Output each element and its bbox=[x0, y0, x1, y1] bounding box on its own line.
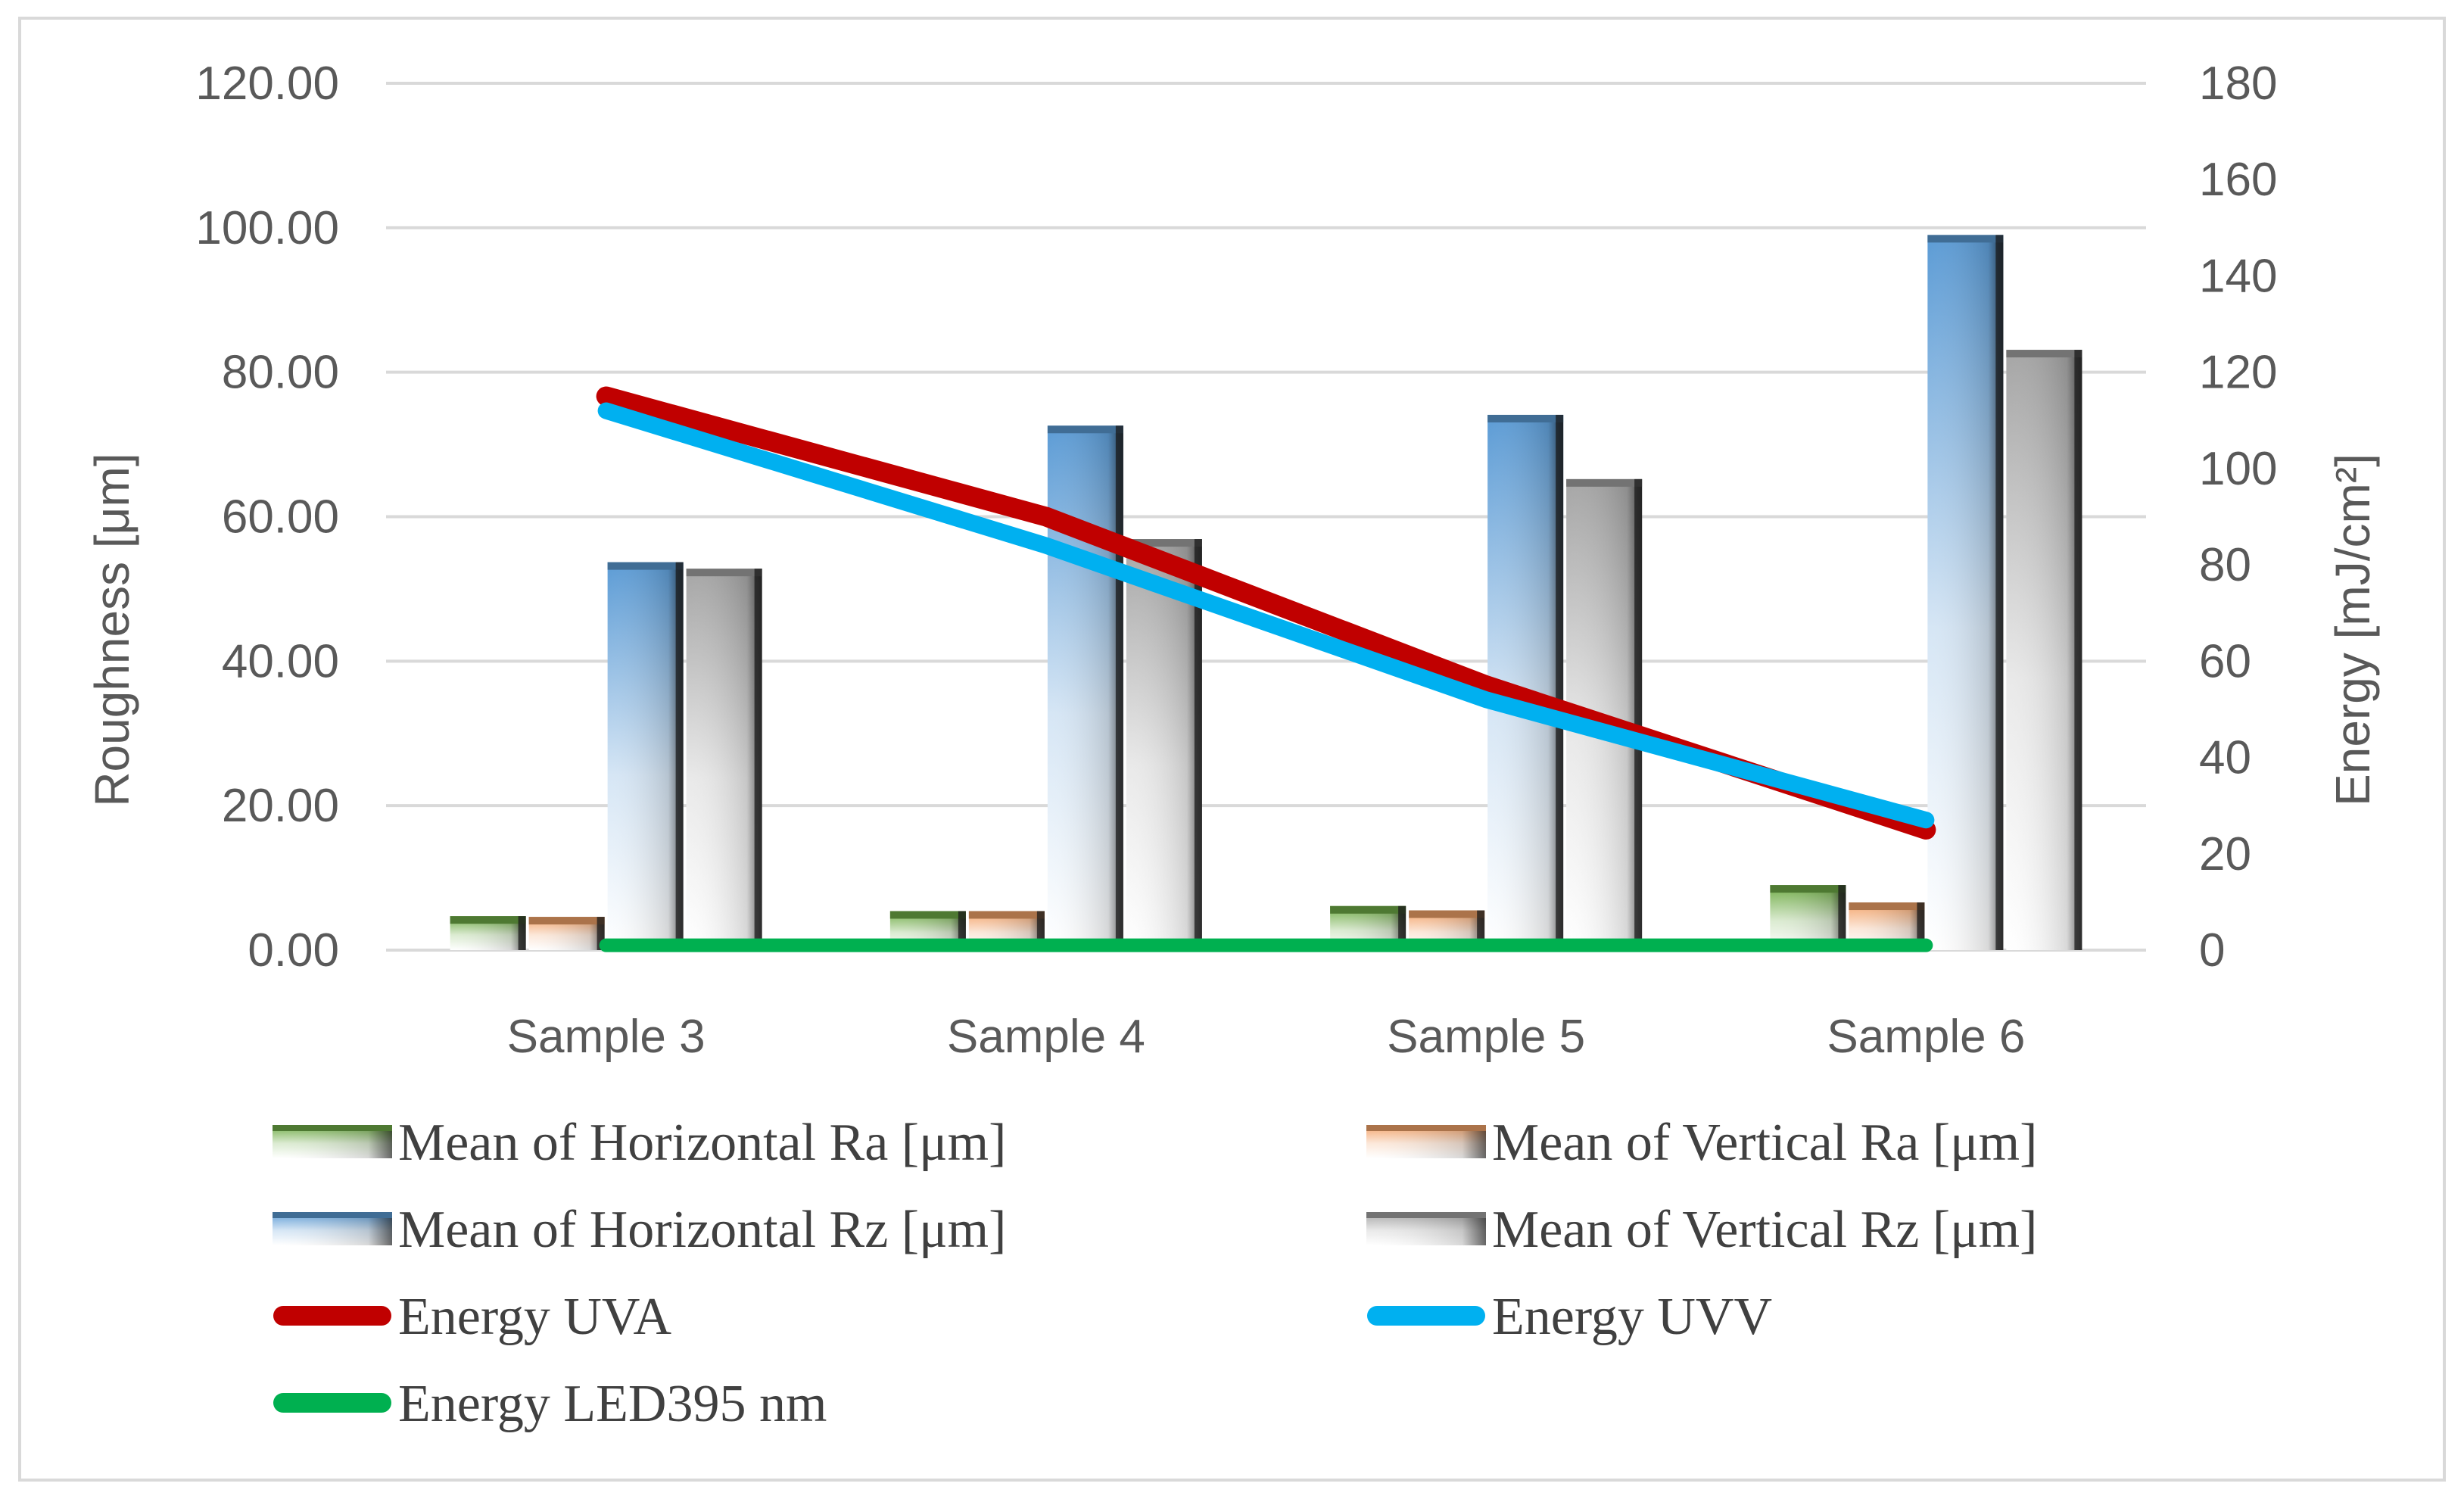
legend-label: Energy LED395 nm bbox=[398, 1375, 827, 1433]
legend-swatch bbox=[1366, 1212, 1486, 1245]
bar bbox=[1047, 425, 1123, 950]
bar-top-edge bbox=[1770, 885, 1846, 893]
legend-item: Energy LED395 nm bbox=[273, 1375, 827, 1433]
bar-top-edge bbox=[1330, 905, 1406, 914]
bar-right-edge bbox=[518, 916, 526, 950]
bar-top-edge bbox=[686, 569, 762, 577]
bar bbox=[1927, 235, 2004, 950]
bar-right-edge bbox=[1477, 910, 1485, 950]
bar-right-edge bbox=[1115, 425, 1123, 950]
legend-label: Mean of Vertical Ra [μm] bbox=[1492, 1114, 2037, 1172]
bar-right-edge bbox=[675, 562, 684, 950]
legend-swatch bbox=[273, 1212, 392, 1245]
left-axis-title: Roughness [μm] bbox=[85, 453, 139, 806]
left-tick-label: 20.00 bbox=[222, 780, 339, 832]
bar-right-edge bbox=[1036, 911, 1045, 950]
right-tick-label: 100 bbox=[2199, 443, 2277, 495]
bar-right-edge bbox=[597, 917, 605, 950]
bar-right-edge bbox=[1194, 539, 1202, 950]
left-tick-label: 80.00 bbox=[222, 347, 339, 399]
x-tick-label: Sample 5 bbox=[1387, 1011, 1585, 1063]
x-tick-label: Sample 6 bbox=[1827, 1011, 2025, 1063]
right-tick-label: 180 bbox=[2199, 58, 2277, 110]
legend-label: Mean of Vertical Rz [μm] bbox=[1492, 1201, 2037, 1259]
legend-item: Mean of Horizontal Ra [μm] bbox=[273, 1114, 1006, 1172]
bar-right-edge bbox=[1838, 885, 1846, 950]
bar-top-edge bbox=[889, 911, 966, 919]
bar-shade bbox=[1126, 539, 1202, 950]
bar-right-edge bbox=[1556, 414, 1564, 950]
bar-top-edge bbox=[1849, 902, 1925, 911]
legend-swatch bbox=[1366, 1125, 1486, 1158]
bar-top-edge bbox=[1047, 425, 1123, 434]
legend-item: Energy UVA bbox=[273, 1288, 671, 1346]
bar-shade bbox=[686, 569, 762, 950]
bar-shade bbox=[2006, 350, 2082, 950]
lines-layer bbox=[596, 386, 1936, 952]
x-axis-labels: Sample 3 Sample 4 Sample 5 Sample 6 bbox=[507, 1011, 2026, 1063]
bar-top-edge bbox=[450, 916, 526, 924]
legend-item: Mean of Vertical Ra [μm] bbox=[1366, 1114, 2037, 1172]
right-tick-label: 60 bbox=[2199, 635, 2251, 687]
bar-right-edge bbox=[1917, 902, 1925, 950]
legend-swatch bbox=[273, 1125, 392, 1158]
bar bbox=[686, 569, 762, 950]
legend-item: Mean of Vertical Rz [μm] bbox=[1366, 1201, 2037, 1259]
left-tick-label: 100.00 bbox=[195, 202, 339, 254]
right-tick-label: 20 bbox=[2199, 828, 2251, 880]
legend-label: Energy UVA bbox=[398, 1288, 671, 1346]
legend-item: Energy UVV bbox=[1367, 1288, 1772, 1346]
bar-shade bbox=[1047, 425, 1123, 950]
bar-top-edge bbox=[1126, 539, 1202, 547]
bar-shade bbox=[1927, 235, 2004, 950]
bar-top-edge bbox=[1409, 910, 1485, 918]
bar bbox=[450, 916, 526, 950]
left-tick-label: 120.00 bbox=[195, 58, 339, 110]
legend-item: Mean of Horizontal Rz [μm] bbox=[273, 1201, 1006, 1259]
right-tick-label: 80 bbox=[2199, 539, 2251, 591]
bar-top-edge bbox=[968, 911, 1045, 919]
legend-label: Mean of Horizontal Ra [μm] bbox=[398, 1114, 1006, 1172]
right-axis-ticks: 0 20 40 60 80 100 120 140 160 180 bbox=[2199, 58, 2277, 977]
bar-shade bbox=[607, 562, 684, 950]
series-line bbox=[597, 402, 1935, 829]
bar-right-edge bbox=[1398, 905, 1406, 950]
bar-top-edge bbox=[607, 562, 684, 570]
bar-top-edge bbox=[1927, 235, 2004, 243]
bar-right-edge bbox=[754, 569, 762, 950]
bar bbox=[528, 917, 605, 950]
right-tick-label: 40 bbox=[2199, 732, 2251, 784]
bar-right-edge bbox=[1634, 478, 1643, 950]
bar bbox=[2006, 350, 2082, 950]
bar-top-edge bbox=[1487, 414, 1564, 422]
right-tick-label: 140 bbox=[2199, 250, 2277, 302]
bar-right-edge bbox=[2074, 350, 2082, 950]
right-tick-label: 160 bbox=[2199, 154, 2277, 206]
legend-label: Mean of Horizontal Rz [μm] bbox=[398, 1201, 1006, 1259]
right-tick-label: 0 bbox=[2199, 924, 2225, 977]
left-tick-label: 60.00 bbox=[222, 491, 339, 544]
bar-top-edge bbox=[1566, 478, 1643, 487]
bar bbox=[1126, 539, 1202, 950]
right-axis-title: Energy [mJ/cm²] bbox=[2325, 453, 2380, 806]
bar bbox=[607, 562, 684, 950]
left-tick-label: 40.00 bbox=[222, 635, 339, 687]
bar-right-edge bbox=[1995, 235, 2004, 950]
left-tick-label: 0.00 bbox=[248, 924, 339, 977]
left-axis-ticks: 0.00 20.00 40.00 60.00 80.00 100.00 120.00 bbox=[195, 58, 339, 977]
legend-label: Energy UVV bbox=[1492, 1288, 1772, 1346]
bar-top-edge bbox=[2006, 350, 2082, 358]
x-tick-label: Sample 4 bbox=[947, 1011, 1145, 1063]
x-tick-label: Sample 3 bbox=[507, 1011, 706, 1063]
legend: Mean of Horizontal Ra [μm] Mean of Vertic… bbox=[273, 1114, 2037, 1433]
bar-right-edge bbox=[958, 911, 966, 950]
bar-top-edge bbox=[528, 917, 605, 925]
right-tick-label: 120 bbox=[2199, 347, 2277, 399]
